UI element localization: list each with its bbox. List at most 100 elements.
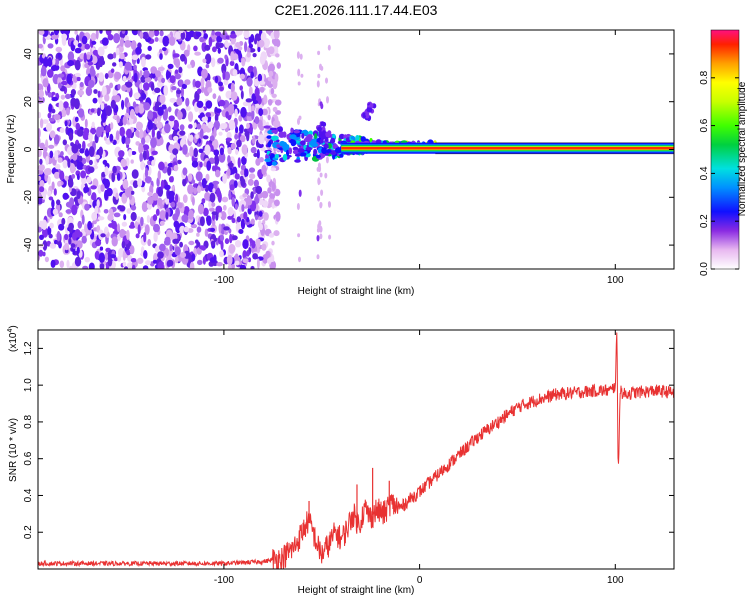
noise-blob	[86, 176, 92, 184]
transition-blob	[368, 107, 373, 113]
noise-blob	[76, 190, 81, 200]
noise-blob	[188, 209, 194, 220]
noise-blob	[227, 155, 231, 164]
noise-blob	[212, 188, 216, 194]
noise-blob	[45, 122, 53, 132]
noise-blob	[117, 255, 122, 262]
noise-blob	[67, 60, 75, 67]
noise-blob	[191, 160, 199, 168]
noise-blob	[110, 99, 116, 109]
noise-blob	[58, 223, 65, 231]
noise-blob	[215, 205, 223, 214]
noise-blob	[203, 207, 209, 217]
noise-blob	[221, 63, 227, 74]
snr-xtick-label: -100	[214, 575, 234, 586]
noise-blob	[81, 235, 87, 244]
noise-blob	[265, 30, 271, 34]
noise-blob	[158, 161, 165, 171]
noise-blob	[140, 56, 146, 68]
noise-blob	[236, 216, 242, 223]
colorbar-tick-label: 0.0	[699, 262, 710, 276]
noise-blob	[143, 69, 150, 79]
noise-blob	[94, 205, 99, 215]
noise-blob	[64, 30, 71, 35]
noise-blob	[66, 73, 73, 85]
colorbar-tick-label: 0.4	[699, 166, 710, 180]
noise-blob	[156, 130, 161, 140]
noise-blob	[72, 232, 77, 241]
noise-blob	[328, 234, 332, 240]
noise-blob	[297, 81, 301, 86]
noise-blob	[268, 46, 275, 55]
noise-blob	[234, 203, 238, 211]
noise-blob	[193, 147, 198, 158]
noise-blob	[165, 248, 169, 257]
spectrogram-heatmap	[38, 30, 674, 269]
colorbar-tick-label: 0.8	[699, 70, 710, 84]
noise-blob	[101, 171, 106, 178]
noise-blob	[212, 93, 217, 100]
noise-blob	[58, 100, 64, 112]
noise-blob	[153, 30, 160, 37]
noise-blob	[231, 196, 235, 207]
noise-blob	[183, 49, 190, 57]
noise-blob	[113, 52, 117, 59]
noise-blob	[273, 230, 280, 237]
noise-blob	[143, 232, 147, 243]
noise-blob	[180, 31, 186, 40]
noise-blob	[134, 220, 138, 230]
noise-blob	[121, 240, 126, 249]
noise-blob	[128, 224, 136, 229]
noise-blob	[177, 159, 182, 165]
noise-blob	[178, 30, 184, 34]
noise-blob	[199, 36, 205, 43]
spectrogram-ylabel: Frequency (Hz)	[6, 115, 17, 184]
noise-blob	[52, 58, 56, 65]
noise-blob	[272, 106, 278, 112]
transition-blob	[332, 134, 336, 139]
noise-blob	[216, 187, 221, 198]
noise-blob	[97, 90, 101, 98]
noise-blob	[276, 62, 281, 69]
noise-blob	[213, 120, 220, 130]
noise-blob	[78, 155, 83, 162]
noise-blob	[274, 99, 282, 106]
noise-blob	[218, 223, 222, 234]
noise-blob	[97, 46, 105, 57]
noise-blob	[130, 205, 137, 211]
noise-blob	[60, 151, 64, 157]
noise-blob	[176, 89, 182, 95]
spectrogram-xtick-label: 100	[607, 275, 624, 286]
noise-blob	[224, 71, 231, 81]
noise-blob	[145, 135, 150, 144]
noise-blob	[258, 210, 263, 217]
noise-blob	[257, 134, 265, 145]
noise-blob	[324, 172, 328, 179]
noise-blob	[140, 216, 144, 227]
noise-blob	[164, 184, 171, 190]
noise-blob	[172, 119, 179, 131]
noise-blob	[57, 52, 61, 58]
noise-blob	[47, 91, 52, 98]
noise-blob	[121, 221, 128, 227]
noise-blob	[222, 173, 228, 184]
noise-blob	[199, 128, 204, 139]
noise-blob	[66, 259, 70, 269]
noise-blob	[61, 33, 68, 40]
noise-blob	[115, 130, 120, 141]
noise-blob	[49, 242, 57, 249]
noise-blob	[214, 31, 222, 37]
noise-blob	[42, 251, 46, 257]
noise-blob	[261, 190, 269, 199]
noise-blob	[188, 124, 193, 129]
noise-blob	[208, 36, 213, 47]
noise-blob	[62, 192, 69, 200]
noise-blob	[172, 238, 180, 245]
noise-blob	[251, 93, 257, 102]
noise-blob	[194, 51, 202, 56]
noise-blob	[174, 31, 182, 40]
noise-blob	[123, 214, 127, 221]
noise-blob	[114, 94, 121, 103]
noise-blob	[229, 60, 235, 66]
noise-blob	[96, 107, 101, 117]
